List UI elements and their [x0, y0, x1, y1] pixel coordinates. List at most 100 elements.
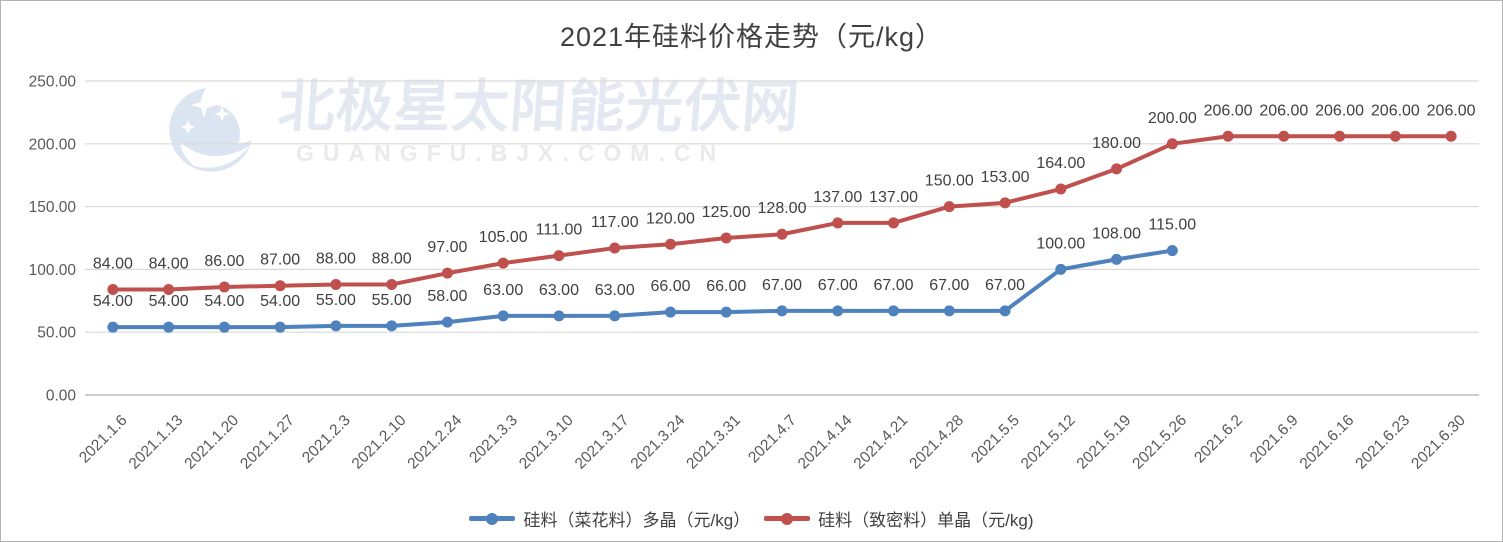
data-label: 66.00 — [706, 278, 746, 295]
data-point — [776, 305, 788, 317]
data-label: 128.00 — [758, 200, 807, 217]
x-axis-tick-label: 2021.6.9 — [1247, 412, 1302, 467]
x-axis-tick-label: 2021.3.3 — [466, 412, 521, 467]
data-point — [441, 316, 453, 328]
data-label: 66.00 — [650, 278, 690, 295]
data-label: 206.00 — [1204, 102, 1253, 119]
x-axis-tick-label: 2021.3.10 — [516, 412, 577, 473]
data-label: 87.00 — [260, 252, 300, 269]
data-label: 150.00 — [925, 173, 974, 190]
data-point — [107, 283, 119, 295]
data-label: 206.00 — [1427, 102, 1476, 119]
data-point — [1055, 183, 1067, 195]
legend-label-monocrystalline: 硅料（致密料）单晶（元/kg) — [818, 511, 1034, 530]
data-label: 206.00 — [1371, 102, 1420, 119]
data-point — [274, 280, 286, 292]
data-label: 55.00 — [372, 292, 412, 309]
data-point — [999, 197, 1011, 209]
data-label: 54.00 — [260, 293, 300, 310]
data-point — [163, 321, 175, 333]
y-axis-tick-label: 250.00 — [29, 74, 77, 91]
chart-legend: 硅料（菜花料）多晶（元/kg） 硅料（致密料）单晶（元/kg) — [1, 506, 1502, 531]
data-point — [553, 310, 565, 322]
data-label: 206.00 — [1315, 102, 1364, 119]
data-label: 67.00 — [762, 277, 802, 294]
series-line-0 — [110, 248, 1175, 330]
y-axis-tick-label: 50.00 — [37, 325, 76, 342]
x-axis-tick-label: 2021.2.3 — [299, 412, 354, 467]
data-point — [497, 257, 509, 269]
x-axis-tick-label: 2021.3.31 — [683, 412, 744, 473]
data-point — [943, 305, 955, 317]
y-axis-tick-label: 150.00 — [29, 199, 77, 216]
data-point — [888, 305, 900, 317]
data-label: 84.00 — [93, 255, 133, 272]
data-label: 100.00 — [1036, 235, 1085, 252]
data-point — [720, 306, 732, 318]
x-axis-tick-label: 2021.5.26 — [1129, 412, 1190, 473]
y-axis-tick-label: 100.00 — [29, 262, 77, 279]
x-axis-tick-label: 2021.5.5 — [968, 412, 1023, 467]
data-label: 67.00 — [985, 277, 1025, 294]
data-point — [609, 242, 621, 254]
x-axis-tick-label: 2021.6.30 — [1408, 412, 1469, 473]
data-label: 111.00 — [536, 222, 583, 239]
x-axis-tick-label: 2021.3.17 — [572, 412, 633, 473]
data-point — [1278, 130, 1290, 142]
data-point — [664, 306, 676, 318]
legend-item-monocrystalline: 硅料（致密料）单晶（元/kg) — [764, 506, 1034, 531]
x-axis-tick-label: 2021.5.19 — [1074, 412, 1135, 473]
data-label: 137.00 — [813, 189, 862, 206]
data-label: 55.00 — [316, 292, 356, 309]
x-axis-tick-label: 2021.5.12 — [1018, 412, 1079, 473]
data-point — [107, 321, 119, 333]
data-point — [330, 278, 342, 290]
x-axis-tick-label: 2021.4.14 — [795, 412, 856, 473]
x-axis-tick-label: 2021.6.2 — [1191, 412, 1246, 467]
x-axis-tick-label: 2021.6.16 — [1297, 412, 1358, 473]
x-axis-tick-label: 2021.4.7 — [745, 412, 800, 467]
data-point — [720, 232, 732, 244]
data-point — [609, 310, 621, 322]
data-label: 58.00 — [427, 288, 467, 305]
data-point — [218, 321, 230, 333]
data-point — [888, 217, 900, 229]
x-axis-tick-label: 2021.4.21 — [851, 412, 912, 473]
data-point — [1111, 253, 1123, 265]
data-point — [553, 250, 565, 262]
data-label: 108.00 — [1092, 225, 1141, 242]
x-axis-tick-label: 2021.2.24 — [404, 412, 465, 473]
data-label: 125.00 — [702, 204, 751, 221]
data-label: 180.00 — [1092, 135, 1141, 152]
data-point — [999, 305, 1011, 317]
data-label: 67.00 — [818, 277, 858, 294]
data-point — [776, 228, 788, 240]
legend-dot-blue-icon — [486, 512, 499, 525]
legend-dot-red-icon — [781, 512, 794, 525]
data-point — [274, 321, 286, 333]
data-point — [1389, 130, 1401, 142]
data-point — [1222, 130, 1234, 142]
data-label: 54.00 — [149, 293, 189, 310]
data-point — [386, 320, 398, 332]
data-label: 117.00 — [591, 214, 639, 231]
x-axis-tick-label: 2021.1.6 — [76, 412, 131, 467]
data-point — [1166, 138, 1178, 150]
data-label: 200.00 — [1148, 110, 1197, 127]
data-label: 88.00 — [316, 250, 356, 267]
data-label: 54.00 — [93, 293, 133, 310]
data-point — [1445, 130, 1457, 142]
data-label: 164.00 — [1036, 155, 1085, 172]
legend-line-marker-red-icon — [764, 512, 811, 525]
data-label: 153.00 — [981, 169, 1030, 186]
data-label: 105.00 — [479, 229, 528, 246]
x-axis-tick-label: 2021.1.20 — [181, 412, 242, 473]
x-axis-tick-label: 2021.2.10 — [349, 412, 410, 473]
data-point — [163, 283, 175, 295]
y-axis-tick-label: 0.00 — [46, 388, 77, 405]
data-label: 115.00 — [1148, 217, 1196, 234]
data-label: 67.00 — [929, 277, 969, 294]
data-point — [1055, 263, 1067, 275]
